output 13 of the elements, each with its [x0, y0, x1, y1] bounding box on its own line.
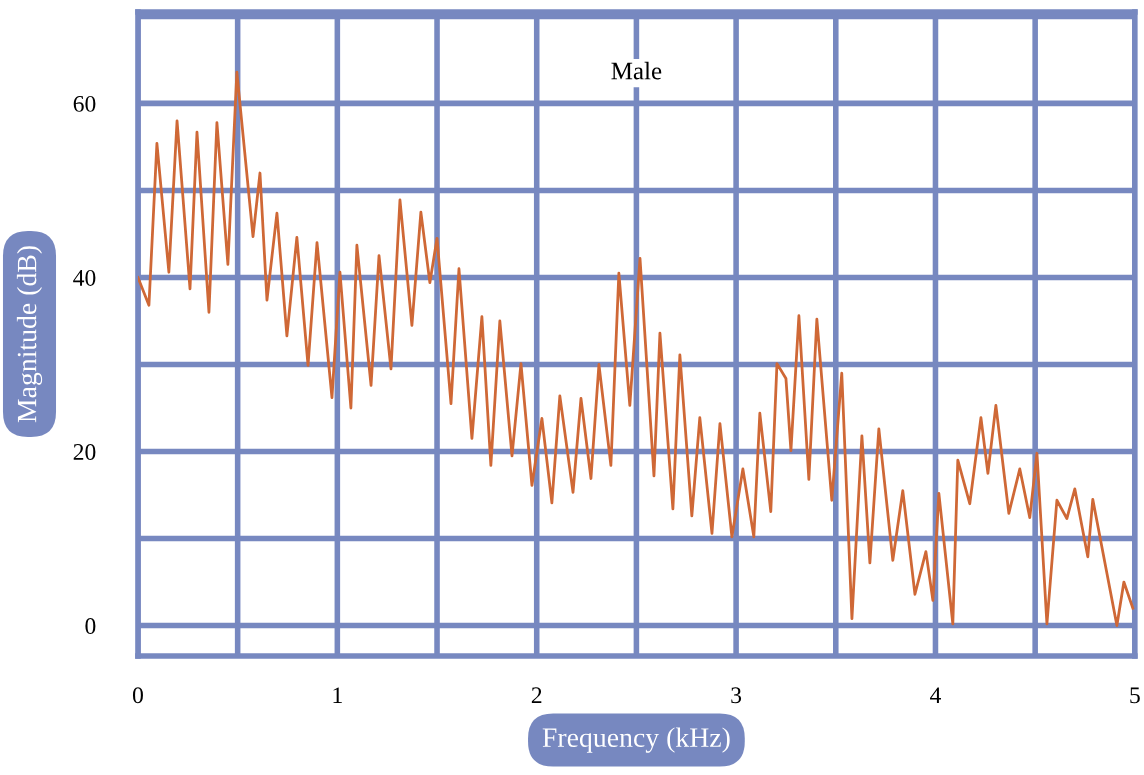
x-tick-label: 0	[132, 687, 143, 704]
x-axis-title: Frequency (kHz)	[542, 727, 730, 753]
x-tick-label: 4	[930, 687, 942, 703]
x-tick-label: 2	[531, 687, 542, 703]
x-tick-label: 5	[1130, 687, 1140, 704]
y-tick-label: 0	[85, 618, 96, 634]
y-tick-label: 20	[73, 444, 96, 460]
x-tick-label: 3	[731, 687, 742, 704]
text: Male	[611, 61, 662, 80]
y-axis-title: Magnitude (dB)	[16, 246, 43, 423]
y-tick-label: 40	[73, 269, 96, 286]
y-tick-label: 60	[73, 95, 96, 112]
x-tick-label: 1	[333, 687, 342, 703]
